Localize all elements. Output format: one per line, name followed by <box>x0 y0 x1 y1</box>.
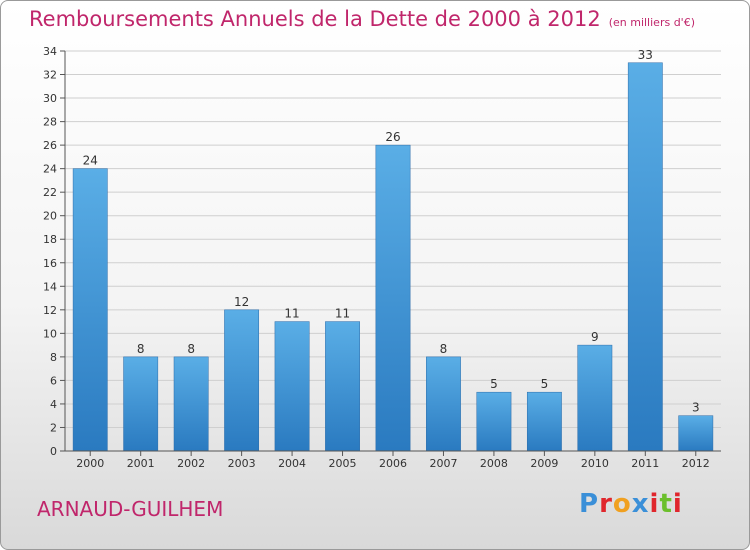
bar-2012[interactable] <box>678 415 714 452</box>
y-tick-label: 26 <box>43 139 57 152</box>
x-tick-label: 2004 <box>278 457 306 470</box>
logo-letter: i <box>672 489 683 519</box>
y-tick-label: 8 <box>50 351 57 364</box>
y-tick-label: 6 <box>50 374 57 387</box>
y-tick-label: 14 <box>43 280 57 293</box>
y-tick-label: 34 <box>43 45 57 58</box>
bar-2002[interactable] <box>173 356 209 452</box>
x-tick-label: 2000 <box>76 457 104 470</box>
bar-value-label: 8 <box>137 342 145 356</box>
x-tick-label: 2011 <box>631 457 659 470</box>
logo-letter: r <box>599 489 613 519</box>
x-tick-label: 2010 <box>581 457 609 470</box>
bar-2009[interactable] <box>526 391 562 452</box>
chart-title-text: Remboursements Annuels de la Dette de 20… <box>29 7 601 31</box>
bar-2005[interactable] <box>325 321 360 452</box>
x-tick-label: 2002 <box>177 457 205 470</box>
x-tick-label: 2008 <box>480 457 508 470</box>
y-tick-label: 24 <box>43 163 57 176</box>
bar-value-label: 9 <box>591 330 599 344</box>
logo-letter: t <box>659 489 673 519</box>
chart-title: Remboursements Annuels de la Dette de 20… <box>29 7 695 31</box>
logo-letter: P <box>579 489 600 519</box>
y-tick-label: 22 <box>43 186 57 199</box>
bar-2000[interactable] <box>72 168 108 452</box>
x-tick-label: 2009 <box>530 457 558 470</box>
bar-value-label: 3 <box>692 401 700 415</box>
bar-2003[interactable] <box>224 309 260 452</box>
logo-letter: i <box>649 489 660 519</box>
y-tick-label: 18 <box>43 233 57 246</box>
x-tick-label: 2001 <box>127 457 155 470</box>
bar-value-label: 26 <box>385 130 400 144</box>
bar-2004[interactable] <box>274 321 310 452</box>
bar-value-label: 11 <box>335 307 350 321</box>
y-tick-label: 4 <box>50 398 57 411</box>
bar-2011[interactable] <box>627 62 663 452</box>
x-tick-label: 2007 <box>429 457 457 470</box>
bar-value-label: 8 <box>440 342 448 356</box>
x-tick-label: 2003 <box>228 457 256 470</box>
y-tick-label: 32 <box>43 69 57 82</box>
proxiti-logo[interactable]: Proxiti <box>579 489 683 519</box>
logo-letter: x <box>631 489 650 519</box>
bar-value-label: 8 <box>187 342 195 356</box>
y-tick-label: 20 <box>43 210 57 223</box>
y-tick-label: 10 <box>43 327 57 340</box>
bar-value-label: 11 <box>284 307 299 321</box>
x-axis: 2000 2001 2002 2003 2004 2005 2006 2007 2008 2009… <box>65 450 721 470</box>
bar-value-label: 24 <box>83 154 98 168</box>
bar-value-label: 33 <box>638 48 653 62</box>
x-tick-label: 2012 <box>682 457 710 470</box>
bar-value-label: 5 <box>541 377 549 391</box>
logo-letter: o <box>612 489 632 519</box>
x-tick-label: 2005 <box>329 457 357 470</box>
bar-value-label: 12 <box>234 295 249 309</box>
y-tick-label: 16 <box>43 257 57 270</box>
y-tick-label: 0 <box>50 445 57 458</box>
bar-2010[interactable] <box>577 344 613 452</box>
y-tick-label: 12 <box>43 304 57 317</box>
x-tick-label: 2006 <box>379 457 407 470</box>
bar-2007[interactable] <box>426 356 461 452</box>
y-tick-label: 28 <box>43 116 57 129</box>
bar-2001[interactable] <box>123 356 159 452</box>
commune-name: ARNAUD-GUILHEM <box>37 497 224 521</box>
bar-value-label: 5 <box>490 377 498 391</box>
y-tick-label: 30 <box>43 92 57 105</box>
bar-2008[interactable] <box>476 391 512 452</box>
bar-2006[interactable] <box>375 144 411 452</box>
chart-subtitle: (en milliers d'€) <box>608 16 695 29</box>
y-tick-label: 2 <box>50 421 57 434</box>
